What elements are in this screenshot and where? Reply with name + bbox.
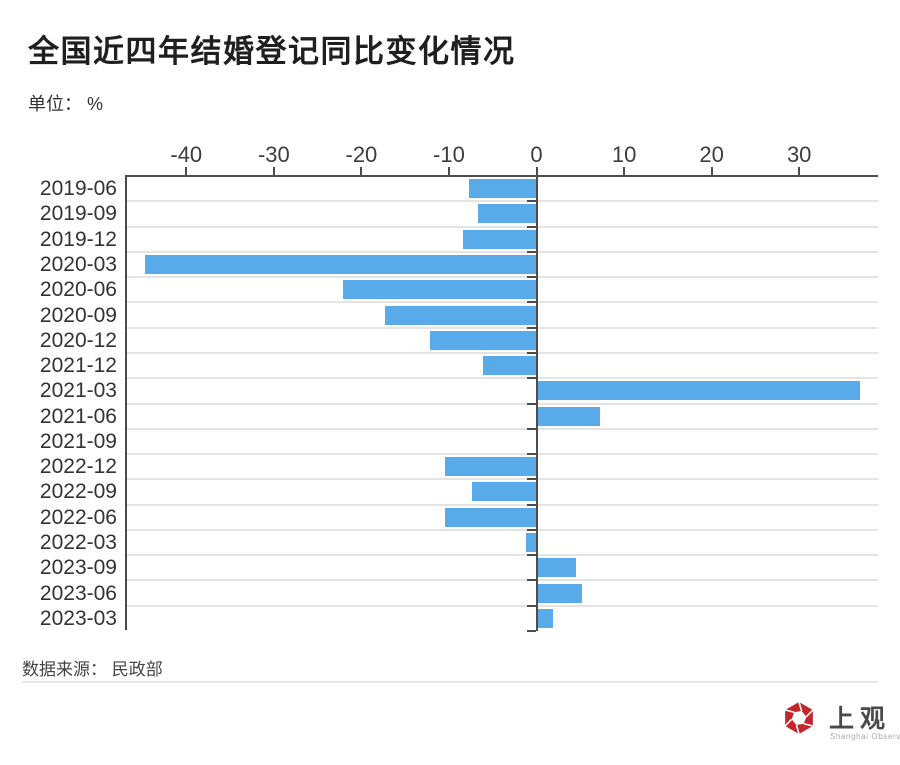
x-axis-line — [125, 175, 878, 177]
logo-subtitle: Shanghai Observer — [830, 732, 900, 741]
x-axis-tick-label: -30 — [257, 142, 290, 167]
zero-baseline-tick — [526, 377, 536, 380]
zero-baseline-tick — [526, 200, 536, 203]
gridline — [125, 200, 878, 203]
bar-2019-09 — [477, 204, 536, 224]
x-axis-tick — [710, 167, 713, 176]
x-axis-tick — [360, 167, 363, 176]
x-axis-tick — [798, 167, 801, 176]
zero-baseline-tick — [526, 453, 536, 456]
zero-baseline-tick — [526, 554, 536, 557]
zero-baseline-tick — [526, 604, 536, 607]
zero-baseline-tick — [526, 301, 536, 304]
y-axis-label: 2021-12 — [39, 354, 117, 378]
footer-divider — [22, 681, 878, 683]
x-axis-tick — [272, 167, 275, 176]
bar-2020-03 — [145, 254, 536, 274]
zero-baseline-tick — [526, 402, 536, 405]
zero-baseline-tick — [526, 478, 536, 481]
y-axis-label: 2022-03 — [39, 531, 117, 555]
y-axis-label: 2021-09 — [39, 429, 117, 453]
gridline — [125, 554, 878, 557]
bar-2020-09 — [385, 305, 536, 325]
bar-2020-12 — [429, 330, 536, 350]
zero-baseline-tick — [526, 225, 536, 228]
x-axis-tick-label: 0 — [530, 142, 543, 167]
y-axis-line — [125, 176, 127, 630]
zero-baseline-tick — [526, 579, 536, 582]
gridline — [125, 604, 878, 607]
zero-baseline-tick — [526, 250, 536, 253]
bar-2022-12 — [444, 457, 536, 477]
zero-baseline-tick — [526, 427, 536, 430]
y-axis-label: 2021-03 — [39, 379, 117, 403]
bar-2021-12 — [483, 356, 536, 376]
gridline — [125, 453, 878, 456]
gridline — [125, 402, 878, 405]
bar-2021-03 — [537, 381, 860, 401]
y-axis-label: 2022-06 — [39, 505, 117, 529]
zero-baseline-tick — [526, 630, 536, 632]
gridline — [125, 225, 878, 228]
gridline — [125, 301, 878, 304]
x-axis-tick-label: 20 — [699, 142, 724, 167]
gridline — [125, 579, 878, 582]
bar-2021-06 — [537, 406, 601, 426]
y-axis-label: 2022-09 — [39, 480, 117, 504]
y-axis-label: 2023-06 — [39, 581, 117, 605]
y-axis-label: 2023-09 — [39, 556, 117, 580]
bar-2022-06 — [445, 507, 536, 527]
y-axis-label: 2019-12 — [39, 227, 117, 251]
logo-name: 上观 — [829, 704, 892, 733]
aperture-hexagon-icon — [784, 701, 814, 735]
shanghai-observer-logo: 上观 Shanghai Observer — [781, 699, 900, 745]
x-axis-tick — [447, 167, 450, 176]
data-source-label: 数据来源： 民政部 — [22, 660, 163, 679]
x-axis-tick — [623, 167, 626, 176]
x-axis-tick-label: 10 — [611, 142, 637, 167]
y-axis-label: 2019-06 — [39, 177, 117, 201]
x-axis-tick-label: -10 — [433, 142, 465, 167]
y-axis-label: 2020-12 — [39, 328, 117, 352]
zero-baseline — [535, 176, 538, 631]
zero-baseline-tick — [526, 351, 536, 354]
gridline — [125, 478, 878, 481]
zero-baseline-tick — [526, 528, 536, 531]
x-axis-tick-label: -20 — [345, 142, 378, 167]
y-axis-label: 2020-09 — [39, 303, 117, 327]
gridline — [125, 503, 878, 506]
gridline — [125, 427, 878, 430]
gridline — [125, 377, 878, 380]
bar-2022-09 — [471, 482, 536, 502]
zero-baseline-tick — [526, 326, 536, 329]
gridline — [125, 528, 878, 531]
y-axis-label: 2020-03 — [39, 252, 117, 276]
bar-2023-09 — [537, 558, 576, 578]
y-axis-label: 2020-06 — [39, 278, 117, 302]
zero-baseline-tick — [526, 276, 536, 279]
x-axis-tick — [185, 167, 188, 176]
gridline — [125, 326, 878, 329]
x-axis-tick-label: 30 — [786, 142, 812, 167]
y-axis-label: 2022-12 — [39, 455, 117, 479]
zero-baseline-tick — [526, 503, 536, 506]
bar-2022-03 — [526, 533, 536, 553]
y-axis-label: 2021-06 — [39, 404, 117, 428]
gridline — [125, 250, 878, 253]
bar-2023-03 — [537, 608, 554, 628]
x-axis-tick — [535, 167, 538, 176]
y-axis-label: 2023-03 — [39, 606, 117, 630]
unit-label: 单位： % — [28, 94, 104, 114]
bar-2019-12 — [462, 229, 536, 249]
page-title: 全国近四年结婚登记同比变化情况 — [28, 34, 516, 69]
x-axis-tick-label: -40 — [170, 142, 203, 167]
bar-2023-06 — [537, 583, 583, 603]
y-axis-label: 2019-09 — [39, 202, 117, 226]
bar-2019-06 — [469, 179, 536, 199]
gridline — [125, 351, 878, 354]
gridline — [125, 276, 878, 279]
bar-2020-06 — [343, 280, 536, 300]
